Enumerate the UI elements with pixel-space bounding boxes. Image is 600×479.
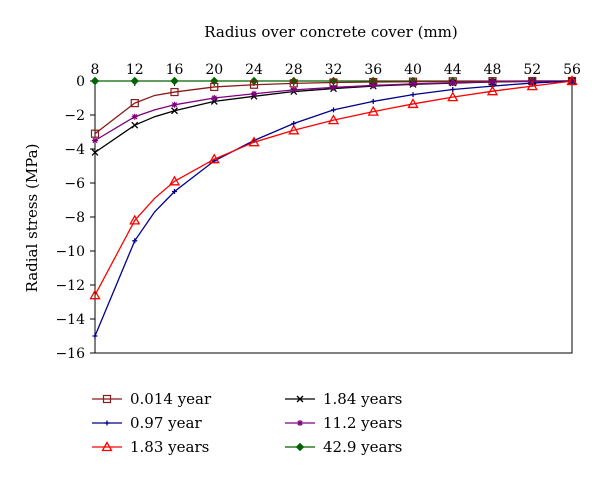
legend-item: 42.9 years: [285, 438, 402, 456]
plot-frame: [94, 80, 573, 354]
data-point: [449, 79, 456, 86]
x-tick-label: 36: [364, 62, 382, 78]
data-point: [92, 333, 98, 339]
data-point: [131, 113, 138, 120]
x-tick-label: 16: [166, 62, 184, 78]
data-point: [410, 80, 416, 87]
x-tick-label: 20: [205, 62, 223, 78]
data-point: [566, 75, 578, 86]
data-point: [486, 85, 499, 96]
plot-border: [94, 80, 573, 354]
data-point: [330, 84, 337, 91]
data-point: [132, 238, 138, 244]
legend-marker: [295, 442, 305, 452]
series-line: [94, 80, 573, 142]
x-tick-label: 44: [444, 62, 462, 78]
data-point: [131, 121, 139, 129]
data-point: [290, 86, 297, 93]
data-point: [410, 92, 416, 98]
y-tick-label: 0: [76, 74, 85, 90]
legend-item: 1.83 years: [92, 438, 209, 456]
legend-marker: [297, 420, 303, 426]
series-line: [94, 80, 572, 135]
legend-item: 0.97 year: [92, 414, 202, 432]
series-1-83-years: [89, 75, 578, 300]
data-point: [447, 91, 459, 102]
data-point: [450, 87, 456, 92]
data-point: [370, 98, 376, 104]
y-tick-label: −4: [64, 142, 85, 158]
y-tick-label: −14: [55, 312, 85, 328]
data-point: [170, 76, 179, 86]
data-point: [210, 76, 219, 86]
data-point: [331, 107, 336, 113]
legend-marker: [102, 394, 112, 404]
data-point: [168, 175, 181, 186]
data-point: [251, 90, 257, 97]
data-point: [129, 214, 141, 225]
data-point: [208, 153, 220, 164]
data-point: [90, 129, 100, 138]
data-point: [170, 87, 179, 97]
data-point: [91, 148, 99, 156]
data-point: [249, 80, 259, 89]
legend-marker: [296, 395, 304, 403]
y-tick-label: −2: [64, 108, 85, 124]
x-tick-label: 56: [563, 62, 581, 78]
data-point: [130, 98, 139, 108]
legend-item: 1.84 years: [285, 390, 402, 408]
data-point: [526, 80, 538, 91]
legend-label: 0.97 year: [130, 414, 202, 432]
y-tick-label: −8: [64, 210, 85, 226]
y-tick-label: −12: [55, 278, 85, 294]
x-tick-label: 24: [245, 62, 263, 78]
series-line: [94, 80, 573, 337]
legend-marker: [104, 420, 110, 426]
x-tick-label: 8: [91, 62, 100, 78]
y-axis-title: Radial stress (MPa): [23, 144, 41, 293]
legend-label: 1.84 years: [323, 390, 402, 408]
y-tick-label: −16: [55, 346, 85, 362]
legend-label: 1.83 years: [130, 438, 209, 456]
x-axis-title: Radius over concrete cover (mm): [204, 23, 458, 41]
y-axis-ticks: 0 −2 −4 −6 −8 −10 −12 −14 −16: [55, 74, 95, 362]
data-point: [370, 82, 377, 89]
legend-item: 11.2 years: [285, 414, 402, 432]
y-tick-label: −10: [55, 244, 85, 260]
legend-label: 42.9 years: [323, 438, 402, 456]
data-point: [211, 95, 218, 101]
y-tick-label: −6: [64, 176, 85, 192]
data-point: [172, 189, 177, 194]
legend-label: 11.2 years: [323, 414, 402, 432]
legend-label: 0.014 year: [130, 390, 212, 408]
data-point: [327, 114, 340, 125]
data-point: [288, 124, 300, 135]
x-tick-label: 52: [523, 62, 541, 78]
x-tick-label: 12: [126, 62, 144, 78]
data-point: [130, 76, 139, 86]
data-point: [489, 78, 496, 85]
data-point: [92, 137, 98, 144]
data-point: [248, 136, 260, 147]
legend-item: 0.014 year: [92, 390, 212, 408]
data-point: [210, 82, 219, 92]
series-layer: [89, 75, 578, 339]
data-point: [171, 101, 178, 108]
series-line: [94, 80, 573, 296]
x-tick-label: 40: [404, 62, 422, 78]
legend-marker: [101, 441, 113, 452]
x-tick-label: 48: [484, 62, 502, 78]
legend: 0.014 year 0.97 year 1.83 years 1.84 years 1…: [92, 390, 402, 456]
data-point: [171, 107, 178, 115]
data-point: [367, 105, 379, 116]
x-tick-label: 32: [325, 62, 343, 78]
data-point: [407, 98, 419, 109]
data-point: [90, 76, 100, 86]
series-0-97-year: [92, 78, 575, 339]
x-tick-label: 28: [285, 62, 303, 78]
data-point: [89, 289, 101, 300]
